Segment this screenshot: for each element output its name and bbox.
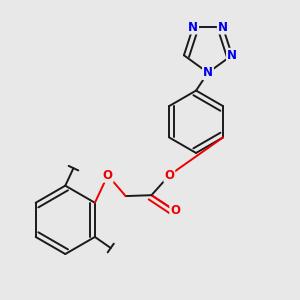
Text: N: N [188,20,198,34]
Text: N: N [227,49,237,62]
Text: O: O [170,204,180,218]
Text: N: N [203,66,213,79]
Text: O: O [164,169,174,182]
Text: O: O [103,169,113,182]
Text: N: N [218,20,228,34]
